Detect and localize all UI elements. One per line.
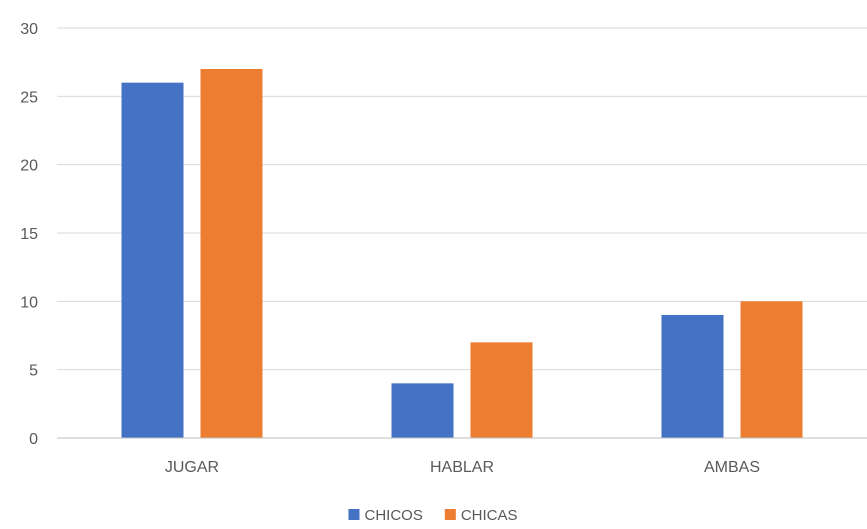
y-tick-label: 0 — [29, 431, 38, 448]
legend-swatch-chicos — [348, 509, 360, 520]
legend-label-chicos: CHICOS — [364, 507, 422, 524]
bar-chicos-hablar — [391, 383, 454, 438]
legend-label-chicas: CHICAS — [461, 507, 518, 524]
x-category-label: HABLAR — [430, 459, 494, 476]
legend-swatch-chicas — [444, 509, 456, 520]
y-tick-label: 5 — [29, 363, 38, 380]
gridlines — [57, 27, 867, 371]
bars — [121, 69, 803, 439]
y-tick-label: 15 — [20, 226, 38, 243]
bar-chicas-jugar — [200, 69, 263, 438]
legend: CHICOS CHICAS — [348, 507, 518, 524]
bar-chicas-ambas — [740, 301, 803, 438]
x-axis-category-labels: JUGAR HABLAR AMBAS — [165, 459, 760, 476]
y-tick-label: 20 — [20, 158, 38, 175]
bar-chicas-hablar — [470, 342, 533, 438]
y-axis-ticks: 0 5 10 15 20 25 30 — [20, 21, 38, 448]
y-tick-label: 25 — [20, 89, 38, 106]
y-tick-label: 30 — [20, 21, 38, 38]
bar-chicos-ambas — [661, 315, 724, 438]
x-category-label: AMBAS — [704, 459, 760, 476]
bar-chicos-jugar — [121, 82, 184, 439]
x-category-label: JUGAR — [165, 459, 219, 476]
y-tick-label: 10 — [20, 294, 38, 311]
